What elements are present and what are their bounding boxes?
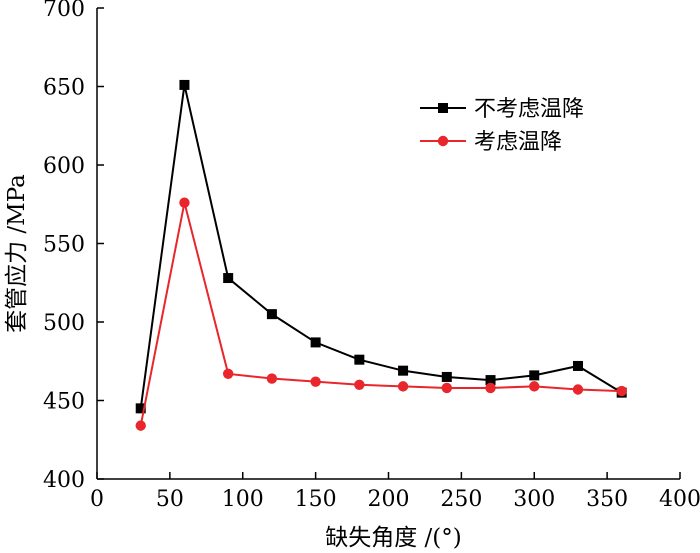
data-point xyxy=(485,375,496,386)
series-layer xyxy=(135,79,627,431)
data-point xyxy=(354,379,365,390)
x-tick-label: 50 xyxy=(156,487,184,512)
x-tick-label: 350 xyxy=(586,487,628,512)
data-point xyxy=(179,197,190,208)
axes xyxy=(96,8,680,480)
series-line xyxy=(139,84,623,409)
data-point xyxy=(135,403,146,414)
data-point xyxy=(572,360,583,371)
legend-item: 不考虑温降 xyxy=(420,97,584,122)
data-point xyxy=(310,376,321,387)
data-point xyxy=(266,373,278,384)
x-tick-label: 0 xyxy=(90,487,104,512)
series-line xyxy=(139,202,622,426)
y-tick-label: 650 xyxy=(43,76,85,101)
y-tick-label: 400 xyxy=(43,468,85,493)
legend-marker xyxy=(437,135,449,147)
y-tick-label: 500 xyxy=(43,311,85,336)
data-point xyxy=(397,381,409,392)
data-point xyxy=(441,382,452,394)
data-point xyxy=(485,382,496,394)
ticks: 0 50 100 150 200 250 300 350 400 400 450 500 550 600 6… xyxy=(43,0,700,512)
x-axis-title: 缺失角度 /(°) xyxy=(325,525,462,551)
data-point xyxy=(354,354,365,365)
data-point xyxy=(310,337,321,348)
data-point xyxy=(266,309,277,320)
x-tick-label: 250 xyxy=(440,487,482,512)
x-tick-label: 300 xyxy=(513,487,555,512)
data-point xyxy=(441,371,452,382)
data-point xyxy=(529,381,540,392)
data-point xyxy=(529,370,540,381)
legend-label: 不考虑温降 xyxy=(474,97,584,122)
legend-item: 考虑温降 xyxy=(420,130,562,155)
data-point xyxy=(222,368,234,380)
data-point xyxy=(135,420,146,431)
x-tick-label: 100 xyxy=(222,487,264,512)
legend-marker xyxy=(438,103,448,113)
x-tick-label: 200 xyxy=(368,487,410,512)
x-tick-label: 400 xyxy=(659,487,700,512)
y-tick-label: 700 xyxy=(43,0,85,22)
y-axis-title: 套管应力 /MPa xyxy=(4,174,30,333)
series-2 xyxy=(135,197,627,431)
data-point xyxy=(179,79,190,90)
data-point xyxy=(572,384,584,395)
y-tick-label: 550 xyxy=(43,233,85,258)
y-tick-label: 450 xyxy=(43,390,85,415)
data-point xyxy=(398,365,409,376)
legend-label: 考虑温降 xyxy=(474,130,562,155)
data-point xyxy=(223,273,234,284)
y-tick-label: 600 xyxy=(43,154,85,179)
x-tick-label: 150 xyxy=(295,487,337,512)
data-point xyxy=(616,385,627,397)
